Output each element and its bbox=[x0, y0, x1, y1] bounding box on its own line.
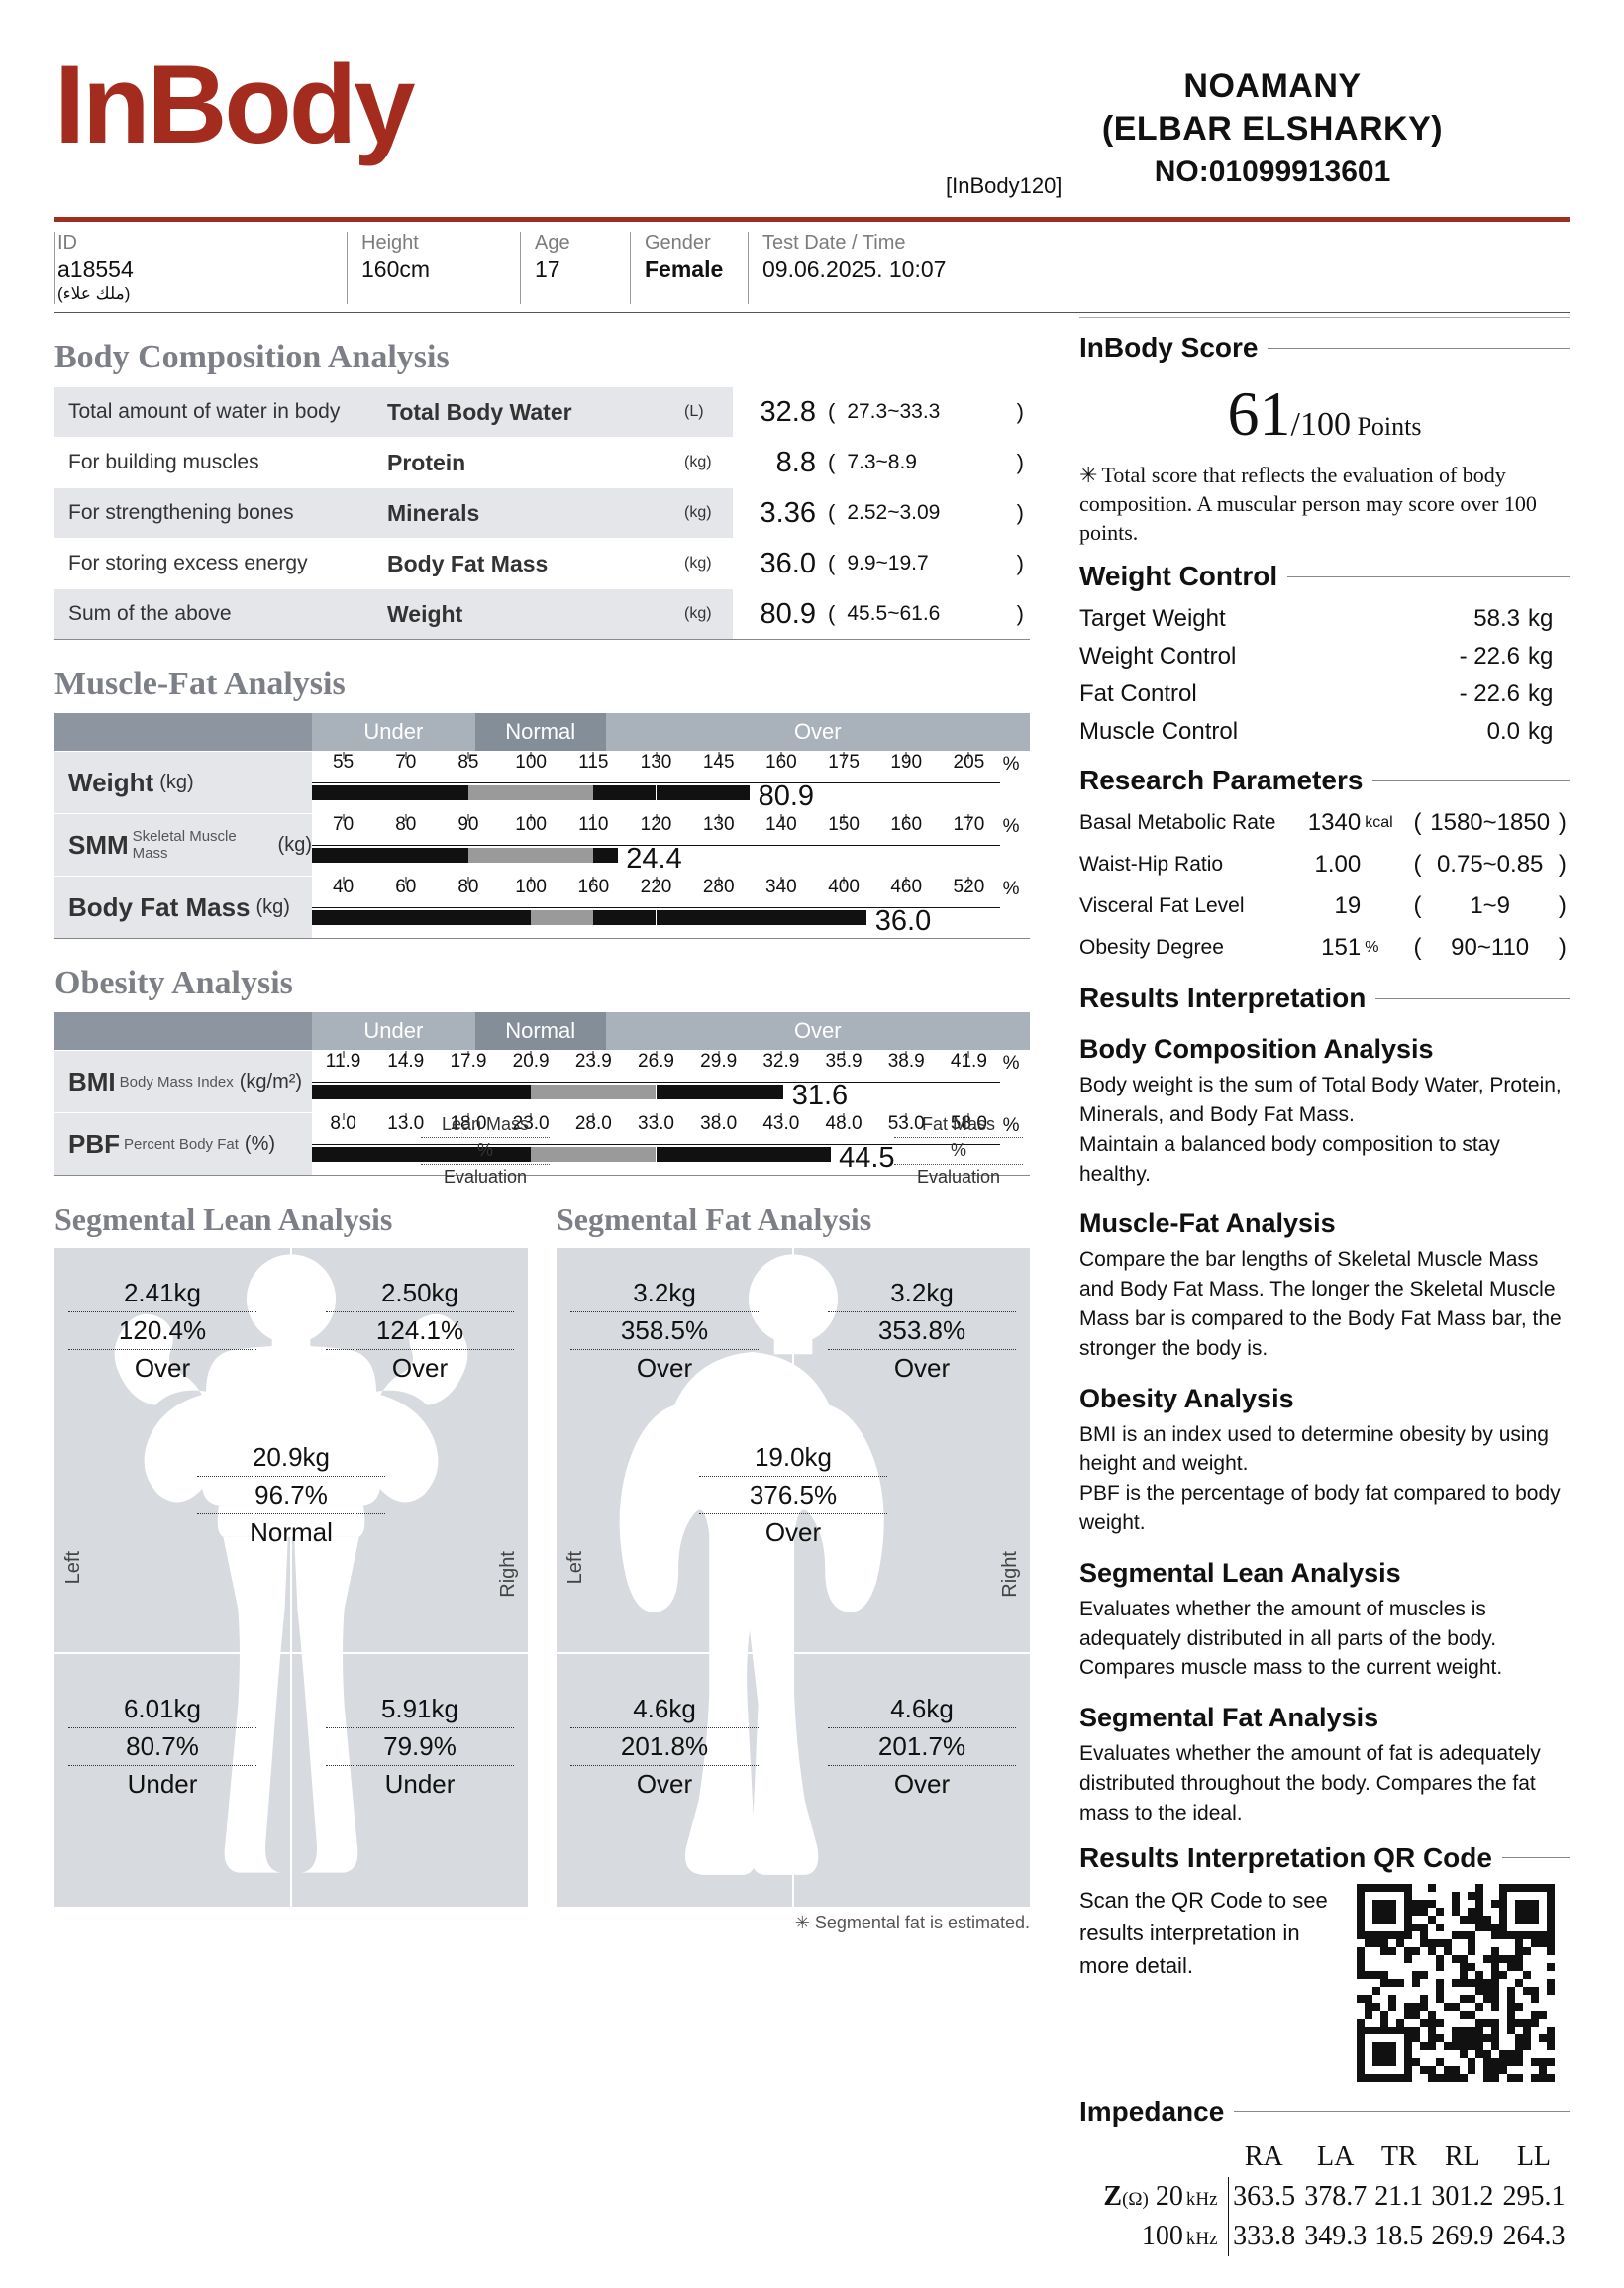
svg-text:InBody: InBody bbox=[54, 48, 415, 166]
